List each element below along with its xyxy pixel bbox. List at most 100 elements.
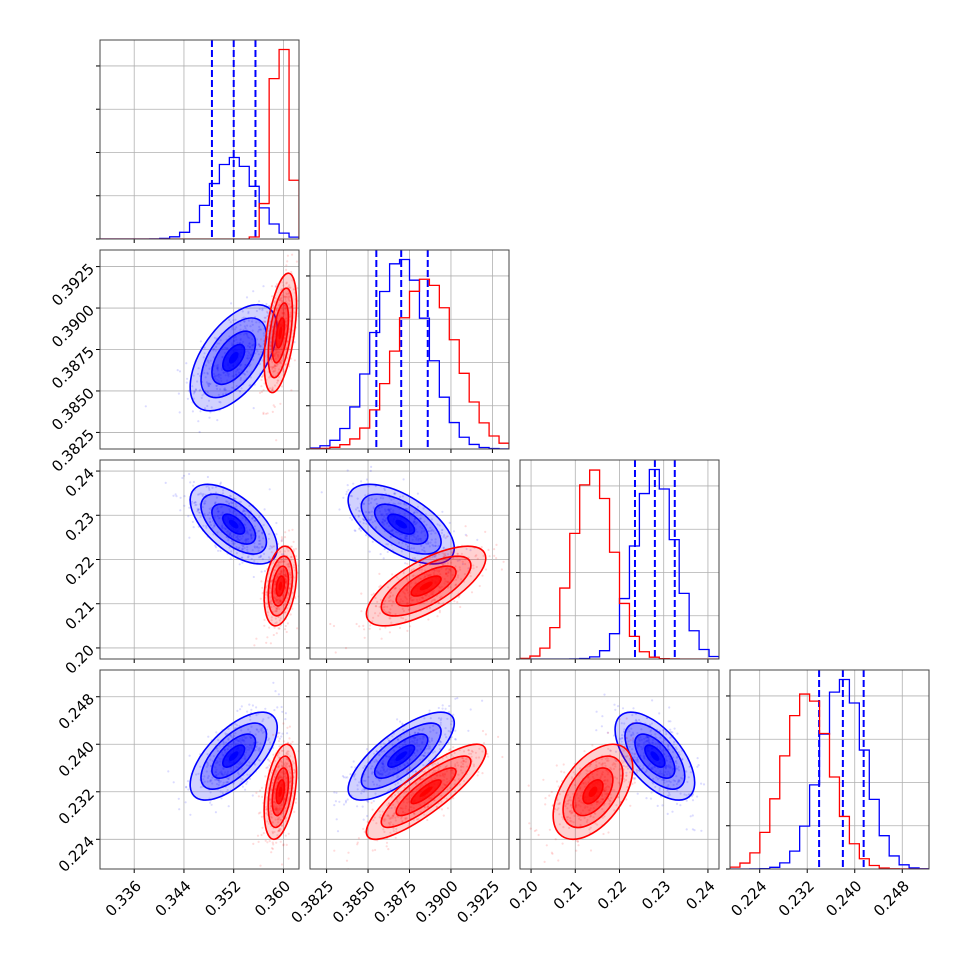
- scatter-point: [284, 712, 287, 715]
- scatter-point: [233, 339, 236, 342]
- scatter-point: [420, 544, 423, 548]
- scatter-point: [274, 347, 277, 350]
- scatter-point: [451, 550, 454, 554]
- scatter-point: [383, 487, 386, 490]
- scatter-point: [414, 754, 417, 757]
- scatter-point: [380, 773, 383, 776]
- scatter-point: [238, 341, 241, 345]
- scatter-point: [448, 567, 451, 570]
- scatter-point: [388, 617, 391, 620]
- scatter-point: [344, 647, 348, 650]
- scatter-point: [253, 525, 256, 528]
- scatter-point: [408, 822, 411, 825]
- scatter-point: [380, 762, 383, 765]
- scatter-point: [478, 584, 481, 588]
- scatter-point: [174, 493, 177, 496]
- panel-r2-c0: 0.200.210.220.230.24: [62, 459, 300, 678]
- scatter-point: [399, 807, 402, 810]
- scatter-point: [373, 816, 376, 819]
- scatter-point: [273, 588, 276, 591]
- scatter-point: [228, 494, 232, 497]
- scatter-point: [239, 364, 242, 367]
- scatter-point: [210, 779, 213, 782]
- scatter-point: [259, 345, 262, 348]
- scatter-point: [666, 812, 669, 816]
- scatter-point: [289, 571, 292, 574]
- scatter-point: [424, 770, 427, 773]
- scatter-point: [282, 560, 285, 563]
- scatter-point: [389, 591, 392, 594]
- scatter-point: [398, 594, 401, 598]
- scatter-point: [259, 328, 262, 331]
- scatter-point: [245, 736, 248, 739]
- scatter-point: [454, 584, 457, 587]
- scatter-point: [207, 385, 210, 388]
- scatter-point: [660, 778, 664, 781]
- scatter-point: [362, 818, 365, 821]
- scatter-point: [374, 792, 377, 795]
- histogram-series-0: [310, 258, 509, 449]
- scatter-point: [275, 350, 278, 353]
- scatter-point: [274, 285, 277, 288]
- scatter-point: [279, 808, 282, 811]
- scatter-point: [243, 509, 246, 512]
- scatter-point: [265, 641, 268, 644]
- scatter-point: [647, 764, 650, 768]
- scatter-point: [275, 805, 278, 808]
- scatter-point: [276, 348, 279, 351]
- scatter-point: [235, 513, 238, 516]
- scatter-point: [432, 530, 435, 533]
- scatter-point: [445, 572, 448, 575]
- scatter-point: [466, 765, 469, 768]
- scatter-point: [443, 582, 446, 585]
- scatter-point: [227, 738, 230, 741]
- scatter-point: [406, 801, 409, 804]
- scatter-point: [272, 561, 275, 564]
- scatter-point: [388, 600, 391, 603]
- scatter-point: [636, 744, 639, 747]
- scatter-point: [261, 545, 264, 548]
- scatter-point: [281, 315, 284, 318]
- scatter-point: [642, 742, 646, 745]
- scatter-point: [667, 766, 670, 769]
- scatter-point: [247, 555, 250, 558]
- scatter-point: [449, 769, 452, 772]
- scatter-point: [272, 733, 275, 737]
- scatter-point: [243, 757, 246, 760]
- scatter-point: [265, 812, 268, 815]
- scatter-point: [258, 536, 261, 539]
- scatter-point: [459, 769, 463, 772]
- scatter-point: [300, 777, 302, 779]
- scatter-point: [281, 770, 285, 773]
- scatter-point: [391, 529, 394, 533]
- scatter-point: [454, 697, 457, 700]
- scatter-point: [401, 722, 404, 725]
- scatter-point: [277, 765, 280, 768]
- scatter-point: [378, 784, 381, 788]
- scatter-point: [443, 577, 446, 581]
- scatter-point: [676, 755, 679, 759]
- scatter-point: [216, 366, 219, 369]
- scatter-point: [401, 819, 404, 823]
- scatter-point: [225, 347, 228, 350]
- scatter-point: [664, 766, 667, 769]
- scatter-point: [406, 762, 409, 765]
- scatter-point: [278, 745, 281, 748]
- scatter-point: [375, 822, 378, 825]
- scatter-point: [284, 578, 287, 581]
- scatter-point: [253, 542, 256, 545]
- scatter-point: [410, 596, 413, 599]
- scatter-point: [615, 804, 618, 807]
- scatter-point: [244, 743, 247, 746]
- scatter-point: [404, 817, 407, 820]
- scatter-point: [455, 578, 458, 581]
- scatter-point: [284, 323, 287, 326]
- scatter-point: [192, 392, 196, 395]
- scatter-point: [234, 732, 237, 735]
- scatter-point: [285, 757, 288, 760]
- scatter-point: [260, 350, 263, 354]
- scatter-point: [210, 803, 213, 806]
- scatter-point: [424, 782, 427, 785]
- scatter-point: [382, 518, 385, 521]
